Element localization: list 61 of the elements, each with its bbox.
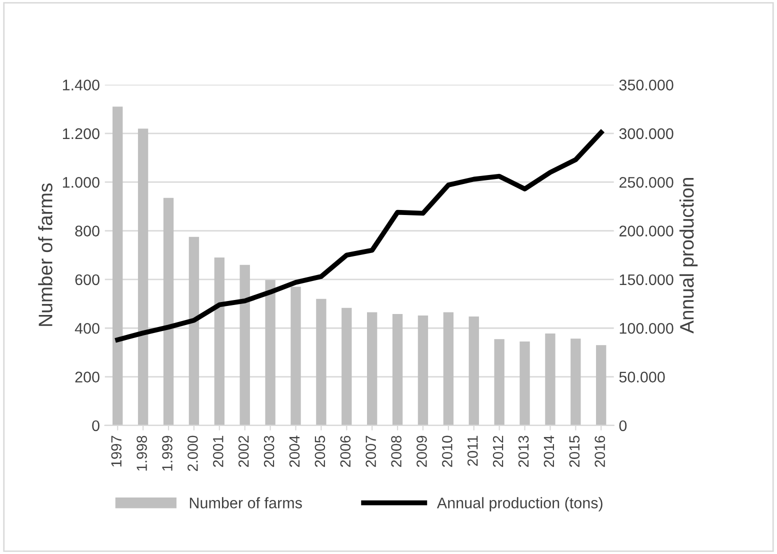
y2-tick-label: 250.000	[619, 176, 674, 188]
bar	[290, 286, 301, 426]
bar	[163, 198, 174, 426]
x-tick-label: 2005	[314, 436, 326, 467]
legend-label: Annual production (tons)	[436, 497, 602, 512]
x-tick-label: 2007	[366, 436, 376, 467]
x-tick-label: 2003	[264, 436, 274, 467]
bar	[214, 258, 224, 426]
x-tick-label: 2002	[238, 436, 249, 467]
x-tick-label: 1.999	[162, 436, 172, 471]
bar	[138, 128, 148, 426]
x-tick-label: 1.998	[136, 436, 147, 471]
bar	[392, 314, 403, 426]
y-tick-label: 1.200	[62, 128, 100, 140]
x-tick-label: 2004	[289, 436, 300, 467]
y2-tick-label: 200.000	[619, 226, 674, 236]
bar	[265, 280, 276, 426]
y-tick-label: 800	[75, 226, 100, 236]
y-tick-label: 200	[75, 372, 100, 382]
y2-tick-label: 100.000	[620, 322, 674, 334]
y2-axis-title: Annual production	[679, 178, 698, 334]
bar	[240, 264, 250, 426]
y-tick-label: 0	[92, 420, 100, 432]
line-series	[115, 130, 604, 342]
x-tick-label: 2006	[340, 436, 351, 467]
bar	[443, 312, 454, 426]
y-tick-label: 1.000	[62, 176, 100, 188]
bar	[596, 345, 606, 426]
x-tick-label: 2009	[416, 436, 427, 467]
y-axis-title: Number of farms	[38, 183, 52, 326]
x-tick-label: 2.000	[188, 436, 198, 471]
legend-label: Number of farms	[190, 497, 302, 508]
bar	[366, 312, 378, 426]
bar	[418, 315, 428, 426]
y-tick-label: 1.400	[62, 80, 100, 90]
y2-tick-label: 350.000	[619, 80, 674, 90]
x-tick-label: 2013	[518, 436, 529, 467]
y2-tick-label: 0	[619, 420, 627, 432]
y-tick-label: 400	[74, 322, 100, 334]
y2-tick-label: 50.000	[619, 372, 665, 382]
bar	[494, 339, 504, 426]
bar	[468, 316, 479, 426]
bar	[545, 333, 556, 426]
x-tick-label: 2012	[492, 436, 504, 467]
bar	[570, 338, 581, 426]
y2-tick-label: 300.000	[619, 128, 674, 140]
x-tick-label: 2016	[594, 436, 606, 467]
y-tick-label: 600	[75, 274, 100, 286]
x-tick-label: 2015	[569, 436, 580, 467]
y2-tick-label: 150.000	[620, 274, 674, 286]
x-tick-label: 1997	[111, 436, 122, 467]
bar	[112, 106, 123, 426]
bar	[188, 236, 200, 426]
x-tick-label: 2011	[467, 436, 478, 466]
bar	[520, 342, 530, 426]
bar	[342, 308, 352, 426]
x-tick-label: 2014	[544, 436, 554, 467]
bar	[316, 298, 326, 426]
x-tick-label: 2008	[391, 436, 402, 467]
x-tick-label: 2010	[442, 436, 452, 467]
x-tick-label: 2001	[212, 436, 224, 467]
